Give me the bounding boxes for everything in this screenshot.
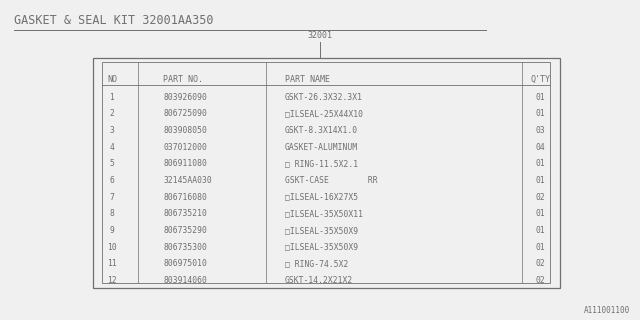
Bar [93,58,560,288]
Text: 803926090: 803926090 [163,93,207,102]
Text: PART NO.: PART NO. [163,75,204,84]
Text: GSKT-26.3X32.3X1: GSKT-26.3X32.3X1 [285,93,363,102]
Text: 2: 2 [109,109,115,118]
Text: 5: 5 [109,159,115,168]
Text: □ILSEAL-25X44X10: □ILSEAL-25X44X10 [285,109,363,118]
Text: 02: 02 [536,193,546,202]
Text: 01: 01 [536,243,546,252]
Text: GSKT-14.2X21X2: GSKT-14.2X21X2 [285,276,353,285]
Text: Q'TY: Q'TY [531,75,551,84]
Text: 04: 04 [536,143,546,152]
Bar [102,62,550,283]
Text: 11: 11 [107,259,117,268]
Text: 806735290: 806735290 [163,226,207,235]
Text: 8: 8 [109,209,115,218]
Text: GASKET & SEAL KIT 32001AA350: GASKET & SEAL KIT 32001AA350 [14,14,214,28]
Text: 806735210: 806735210 [163,209,207,218]
Text: □ILSEAL-35X50X9: □ILSEAL-35X50X9 [285,243,358,252]
Text: 806975010: 806975010 [163,259,207,268]
Text: GASKET-ALUMINUM: GASKET-ALUMINUM [285,143,358,152]
Text: 01: 01 [536,93,546,102]
Text: 02: 02 [536,259,546,268]
Text: A111001100: A111001100 [584,306,630,315]
Text: 803908050: 803908050 [163,126,207,135]
Text: 3: 3 [109,126,115,135]
Text: GSKT-8.3X14X1.0: GSKT-8.3X14X1.0 [285,126,358,135]
Text: □ILSEAL-35X50X11: □ILSEAL-35X50X11 [285,209,363,218]
Text: 03: 03 [536,126,546,135]
Text: 32145AA030: 32145AA030 [163,176,212,185]
Text: 806735300: 806735300 [163,243,207,252]
Text: 01: 01 [536,109,546,118]
Text: GSKT-CASE        RR: GSKT-CASE RR [285,176,378,185]
Text: □ RING-11.5X2.1: □ RING-11.5X2.1 [285,159,358,168]
Text: 32001: 32001 [307,31,333,40]
Text: 7: 7 [109,193,115,202]
Text: PART NAME: PART NAME [285,75,330,84]
Text: 9: 9 [109,226,115,235]
Text: 01: 01 [536,159,546,168]
Text: □ILSEAL-16X27X5: □ILSEAL-16X27X5 [285,193,358,202]
Text: 1: 1 [109,93,115,102]
Text: 6: 6 [109,176,115,185]
Text: 01: 01 [536,209,546,218]
Text: 02: 02 [536,276,546,285]
Text: 4: 4 [109,143,115,152]
Text: 806716080: 806716080 [163,193,207,202]
Text: 12: 12 [107,276,117,285]
Text: 01: 01 [536,226,546,235]
Text: 806911080: 806911080 [163,159,207,168]
Text: 803914060: 803914060 [163,276,207,285]
Text: 806725090: 806725090 [163,109,207,118]
Text: NO: NO [107,75,117,84]
Text: □ILSEAL-35X50X9: □ILSEAL-35X50X9 [285,226,358,235]
Text: 01: 01 [536,176,546,185]
Text: 037012000: 037012000 [163,143,207,152]
Text: □ RING-74.5X2: □ RING-74.5X2 [285,259,348,268]
Text: 10: 10 [107,243,117,252]
